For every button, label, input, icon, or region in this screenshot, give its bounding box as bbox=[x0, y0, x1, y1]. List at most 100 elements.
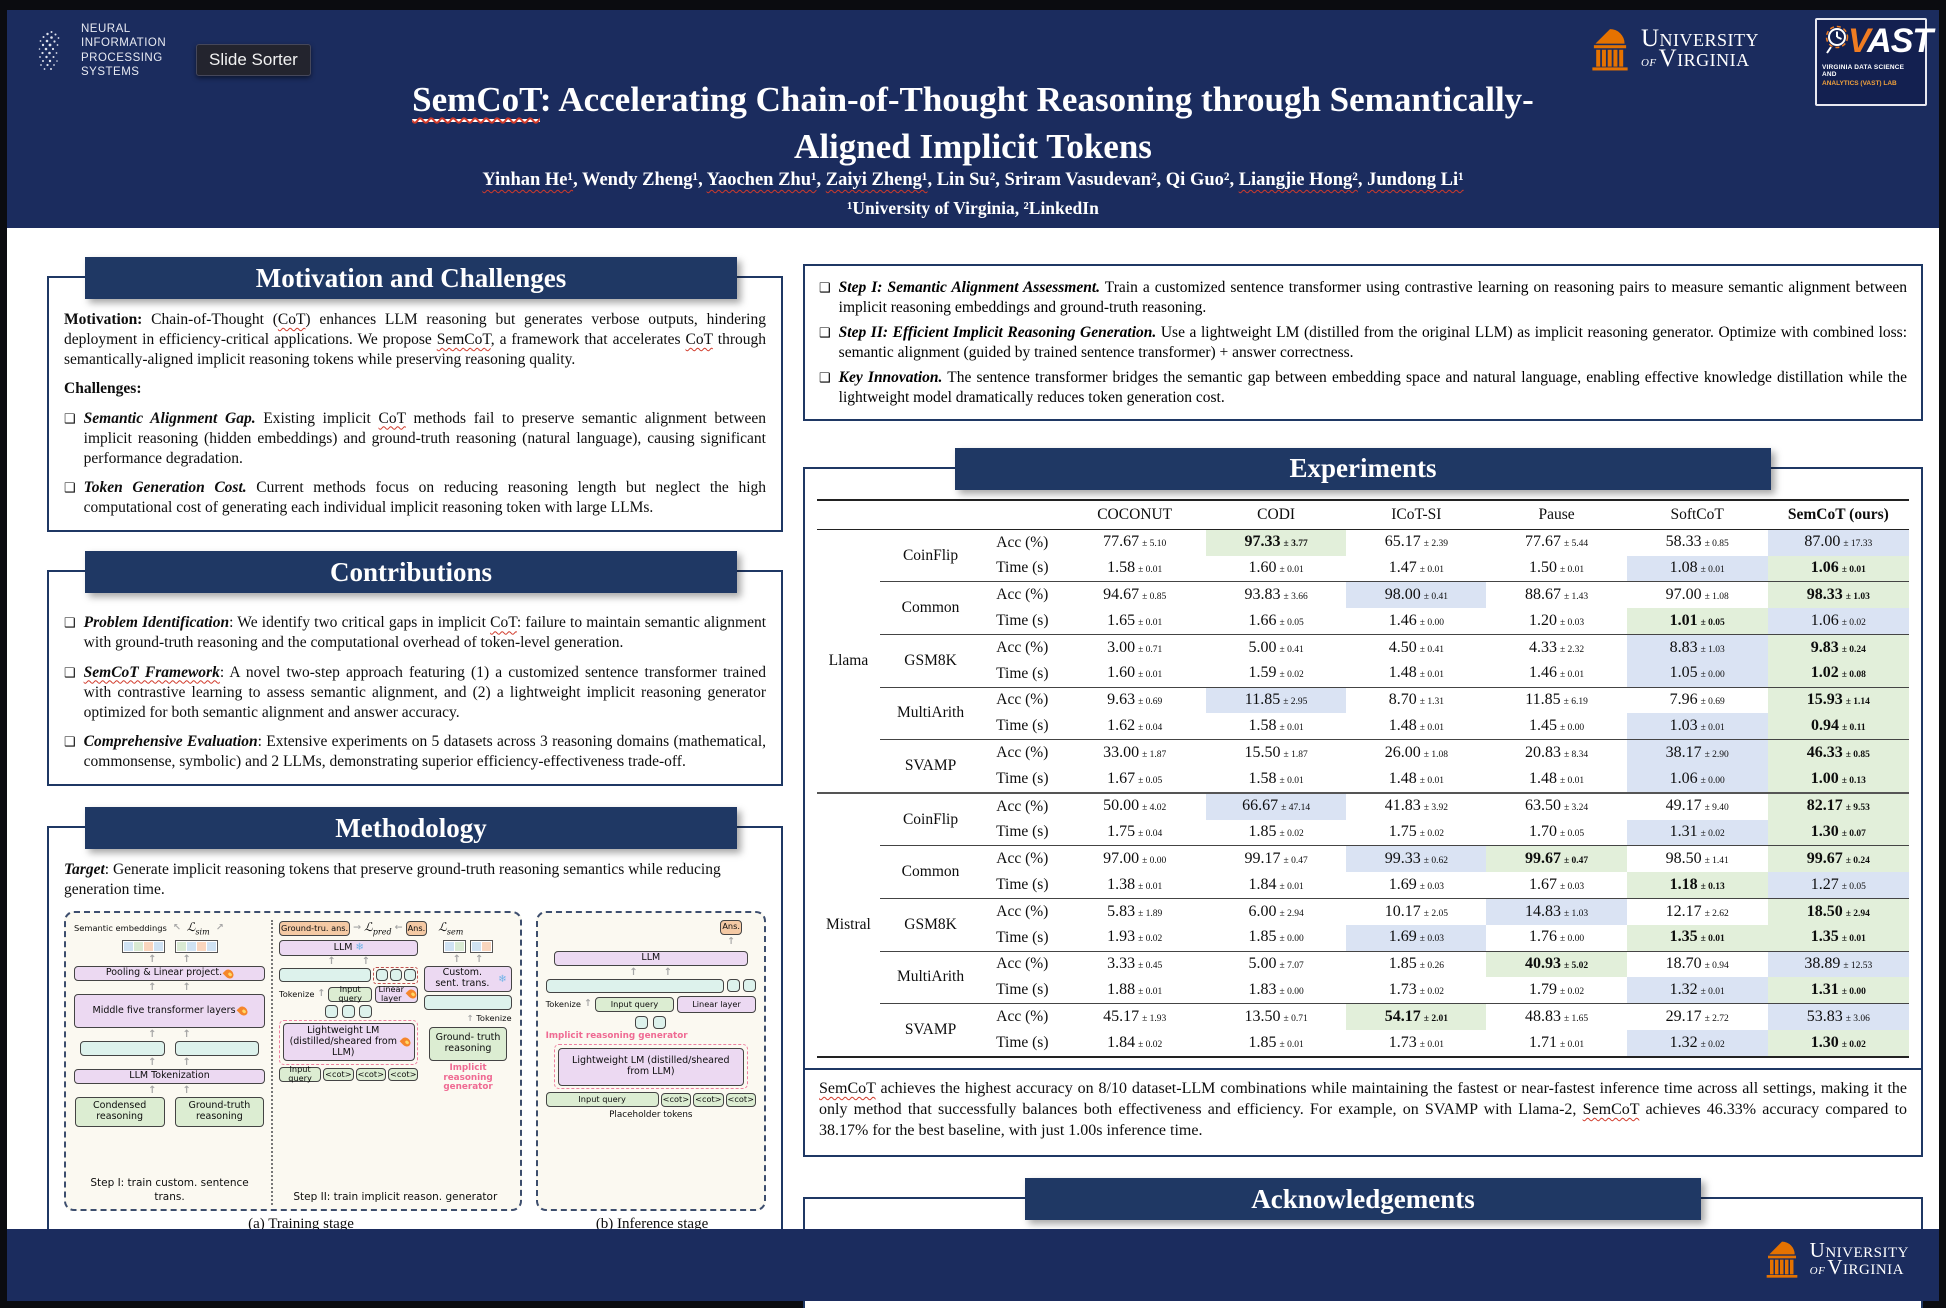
list-item: ❑ Problem Identification: We identify two… bbox=[64, 613, 766, 653]
figure-box-input-query: Input query bbox=[545, 1092, 659, 1108]
figure-box-lightweight-lm: Lightweight LM (distilled/sheared from L… bbox=[557, 1047, 745, 1086]
table-row: SVAMP Acc (%) 45.17 ± 1.93 13.50 ± 0.71 54.17 ±… bbox=[817, 1003, 1909, 1057]
table-cell: 1.84 ± 0.01 bbox=[1248, 875, 1304, 893]
cot-token: <cot> bbox=[693, 1093, 724, 1107]
target-text: : Generate implicit reasoning tokens tha… bbox=[64, 861, 721, 899]
table-cell: 1.70 ± 0.05 bbox=[1528, 823, 1585, 841]
table-cell: 1.31 ± 0.02 bbox=[1626, 819, 1768, 846]
table-cell: 1.35 ± 0.01 bbox=[1626, 924, 1768, 952]
column-header: CODI bbox=[1206, 499, 1347, 530]
figure-box-pooling: Pooling & Linear project. bbox=[74, 966, 266, 982]
up-arrows: ↑↑ bbox=[148, 1057, 217, 1069]
table-cell: 1.69 ± 0.03 bbox=[1388, 875, 1444, 893]
author-name: Jundong Li¹ bbox=[1367, 170, 1464, 190]
cot-token: <cot> bbox=[660, 1093, 692, 1107]
figure-box-input-query: Input query bbox=[594, 996, 674, 1012]
implicit-token bbox=[342, 1004, 356, 1018]
table-cell: 7.96 ± 0.69 bbox=[1626, 686, 1768, 714]
challenges-label: Challenges: bbox=[64, 380, 142, 398]
vast-subtitle-1: VIRGINIA DATA SCIENCE AND bbox=[1822, 64, 1905, 78]
implicit-token bbox=[389, 969, 402, 982]
table-cell: 1.46 ± 0.01 bbox=[1528, 664, 1585, 682]
table-cell: 1.59 ± 0.02 bbox=[1248, 664, 1304, 682]
table-cell: 1.48 ± 0.01 bbox=[1388, 769, 1444, 787]
table-cell: 98.33 ± 1.03 bbox=[1767, 581, 1909, 609]
methodology-banner: Methodology bbox=[85, 807, 737, 850]
section-motivation: Motivation and Challenges Motivation: Ch… bbox=[47, 257, 783, 533]
figure-box-query-tokens bbox=[279, 968, 372, 983]
author-name: Zaiyi Zheng¹ bbox=[825, 170, 928, 190]
implicit-token bbox=[403, 969, 416, 982]
author-name: Yaochen Zhu¹ bbox=[706, 170, 817, 190]
column-header: COCONUT bbox=[1063, 499, 1206, 530]
table-row: Time (s) 1.67 ± 0.05 1.58 ± 0.01 1.48 ± 0.01 1.… bbox=[817, 766, 1909, 793]
table-cell: 9.63 ± 0.69 bbox=[1063, 686, 1206, 714]
table-cell: 65.17 ± 2.39 bbox=[1384, 533, 1448, 551]
approach-steps-box: ❑ Step I: Semantic Alignment Assessment. … bbox=[803, 264, 1923, 421]
table-cell: 63.50 ± 3.24 bbox=[1486, 791, 1627, 820]
figure-box-condensed-reasoning: Condensed reasoning bbox=[74, 1097, 165, 1128]
table-cell: 5.00 ± 7.07 bbox=[1206, 950, 1347, 978]
author-name: Qi Guo² bbox=[1165, 170, 1230, 190]
implicit-token bbox=[325, 1004, 339, 1018]
table-cell: 14.83 ± 1.03 bbox=[1486, 898, 1627, 925]
table-cell: 1.05 ± 0.00 bbox=[1626, 660, 1768, 688]
table-cell: 1.38 ± 0.01 bbox=[1107, 875, 1163, 893]
metric-label: Time (s) bbox=[996, 559, 1049, 577]
section-experiments: Experiments COCONUT CODI ICoT-SI Pause SoftC… bbox=[803, 447, 1923, 1158]
implicit-reasoning-generator-label: Implicit reasoning generator bbox=[443, 1063, 493, 1093]
cot-token: <cot> bbox=[323, 1067, 354, 1082]
table-cell: 99.33 ± 0.62 bbox=[1346, 845, 1487, 873]
table-row: Time (s) 1.38 ± 0.01 1.84 ± 0.01 1.69 ± 0.03 1.… bbox=[817, 872, 1909, 899]
figure-box-ground-truth-reasoning: Ground-truth reasoning bbox=[174, 1097, 265, 1128]
table-cell: 6.00 ± 2.94 bbox=[1206, 898, 1347, 925]
results-summary: SemCoT achieves the highest accuracy on … bbox=[805, 1067, 1921, 1145]
table-cell: 11.85 ± 2.95 bbox=[1206, 686, 1347, 714]
poster-footer: University ofVirginia bbox=[7, 1229, 1939, 1301]
metric-label: Time (s) bbox=[996, 664, 1049, 682]
vast-wordmark: VAST bbox=[1848, 22, 1933, 60]
table-cell: 1.65 ± 0.01 bbox=[1107, 611, 1163, 629]
implicit-token bbox=[635, 1015, 649, 1029]
table-cell: 1.47 ± 0.01 bbox=[1388, 559, 1444, 577]
table-row: Llama CoinFlip Acc (%) 77.67 ± 5.10 97.33 ± 3.… bbox=[817, 529, 1909, 669]
list-item: ❑ SemCoT Framework: A novel two-step appr… bbox=[64, 663, 766, 723]
table-cell: 54.17 ± 2.01 bbox=[1346, 1003, 1487, 1030]
steps-list: ❑ Step I: Semantic Alignment Assessment. … bbox=[819, 278, 1907, 409]
table-cell: 1.48 ± 0.01 bbox=[1388, 716, 1444, 734]
square-bullet-icon: ❑ bbox=[64, 479, 76, 495]
metric-label: Acc (%) bbox=[981, 739, 1064, 767]
table-cell: 49.17 ± 9.40 bbox=[1626, 791, 1768, 820]
table-cell: 77.67 ± 5.10 bbox=[1103, 533, 1167, 551]
experiments-table: COCONUT CODI ICoT-SI Pause SoftCoT SemCoT (ou… bbox=[817, 499, 1909, 1058]
table-cell: 1.48 ± 0.01 bbox=[1388, 664, 1444, 682]
column-header: Pause bbox=[1486, 499, 1627, 530]
poster-header: NEURAL INFORMATION PROCESSING SYSTEMS Sl… bbox=[7, 10, 1939, 228]
table-cell: 0.94 ± 0.11 bbox=[1767, 713, 1909, 740]
uva-logo-footer: University ofVirginia bbox=[1762, 1239, 1909, 1279]
left-arrow-icon: ← bbox=[394, 922, 403, 934]
author-name: Liangjie Hong² bbox=[1238, 170, 1358, 190]
table-cell: 1.93 ± 0.02 bbox=[1107, 928, 1163, 946]
authors-line: Yinhan He¹, Wendy Zheng¹, Yaochen Zhu¹, … bbox=[482, 170, 1464, 190]
table-cell: 1.06 ± 0.02 bbox=[1767, 608, 1909, 635]
flame-icon bbox=[222, 967, 236, 981]
table-cell: 1.50 ± 0.01 bbox=[1528, 559, 1585, 577]
metric-label: Acc (%) bbox=[981, 581, 1064, 609]
metric-label: Acc (%) bbox=[981, 845, 1064, 873]
table-row: Time (s) 1.62 ± 0.04 1.58 ± 0.01 1.48 ± 0.01 1.… bbox=[817, 713, 1909, 740]
slide-sorter-button[interactable]: Slide Sorter bbox=[196, 44, 311, 76]
table-row: MultiArith Acc (%) 3.33 ± 0.45 5.00 ± 7.07 1.8… bbox=[817, 950, 1909, 1004]
table-cell: 1.88 ± 0.01 bbox=[1107, 980, 1163, 998]
table-cell: 1.27 ± 0.05 bbox=[1767, 872, 1909, 899]
table-cell: 33.00 ± 1.87 bbox=[1063, 739, 1206, 767]
metric-label: Time (s) bbox=[996, 769, 1049, 787]
snowflake-icon: ❄ bbox=[355, 942, 364, 954]
table-cell: 1.32 ± 0.02 bbox=[1626, 1030, 1768, 1057]
table-cell: 1.02 ± 0.08 bbox=[1767, 660, 1909, 688]
vast-lab-logo: VAST VIRGINIA DATA SCIENCE AND ANALYTICS… bbox=[1815, 18, 1933, 106]
loss-sem-label: ℒsem bbox=[438, 919, 464, 936]
table-cell: 38.89 ± 12.53 bbox=[1767, 950, 1909, 978]
cot-token: <cot> bbox=[725, 1093, 756, 1107]
